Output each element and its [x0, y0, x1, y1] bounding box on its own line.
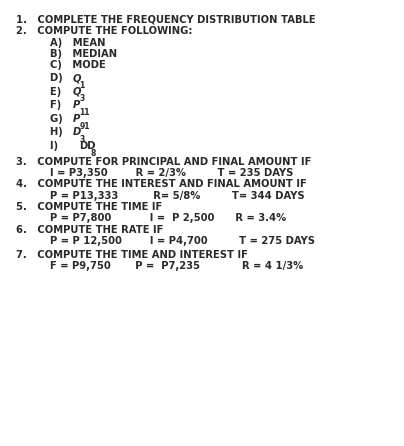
Text: DD: DD	[79, 141, 95, 151]
Text: D): D)	[50, 73, 69, 83]
Text: I = P3,350        R = 2/3%         T = 235 DAYS: I = P3,350 R = 2/3% T = 235 DAYS	[50, 168, 293, 178]
Text: 3.   COMPUTE FOR PRINCIPAL AND FINAL AMOUNT IF: 3. COMPUTE FOR PRINCIPAL AND FINAL AMOUN…	[16, 157, 311, 166]
Text: C)   MODE: C) MODE	[50, 60, 105, 70]
Text: A)   MEAN: A) MEAN	[50, 37, 105, 48]
Text: Q: Q	[73, 87, 82, 97]
Text: 6.   COMPUTE THE RATE IF: 6. COMPUTE THE RATE IF	[16, 225, 163, 235]
Text: F = P9,750       P =  P7,235            R = 4 1/3%: F = P9,750 P = P7,235 R = 4 1/3%	[50, 261, 303, 272]
Text: E): E)	[50, 87, 68, 97]
Text: D: D	[73, 127, 81, 137]
Text: 2.   COMPUTE THE FOLLOWING:: 2. COMPUTE THE FOLLOWING:	[16, 26, 192, 36]
Text: 1: 1	[80, 81, 85, 90]
Text: 8: 8	[91, 149, 96, 158]
Text: 91: 91	[80, 122, 90, 131]
Text: F): F)	[50, 100, 68, 110]
Text: I): I)	[50, 141, 68, 151]
Text: H): H)	[50, 127, 69, 137]
Text: P = P7,800           I =  P 2,500      R = 3.4%: P = P7,800 I = P 2,500 R = 3.4%	[50, 213, 286, 223]
Text: Q: Q	[73, 73, 82, 83]
Text: 11: 11	[80, 108, 90, 117]
Text: 3: 3	[80, 135, 85, 144]
Text: P: P	[73, 114, 80, 124]
Text: P = P13,333          R= 5/8%         T= 344 DAYS: P = P13,333 R= 5/8% T= 344 DAYS	[50, 190, 304, 201]
Text: G): G)	[50, 114, 69, 124]
Text: 3: 3	[80, 95, 85, 103]
Text: 4.   COMPUTE THE INTEREST AND FINAL AMOUNT IF: 4. COMPUTE THE INTEREST AND FINAL AMOUNT…	[16, 179, 307, 189]
Text: 7.   COMPUTE THE TIME AND INTEREST IF: 7. COMPUTE THE TIME AND INTEREST IF	[16, 250, 248, 260]
Text: B)   MEDIAN: B) MEDIAN	[50, 49, 117, 59]
Text: P = P 12,500        I = P4,700         T = 275 DAYS: P = P 12,500 I = P4,700 T = 275 DAYS	[50, 236, 315, 246]
Text: 5.   COMPUTE THE TIME IF: 5. COMPUTE THE TIME IF	[16, 202, 162, 212]
Text: P: P	[73, 100, 80, 110]
Text: 1.   COMPLETE THE FREQUENCY DISTRIBUTION TABLE: 1. COMPLETE THE FREQUENCY DISTRIBUTION T…	[16, 15, 316, 25]
